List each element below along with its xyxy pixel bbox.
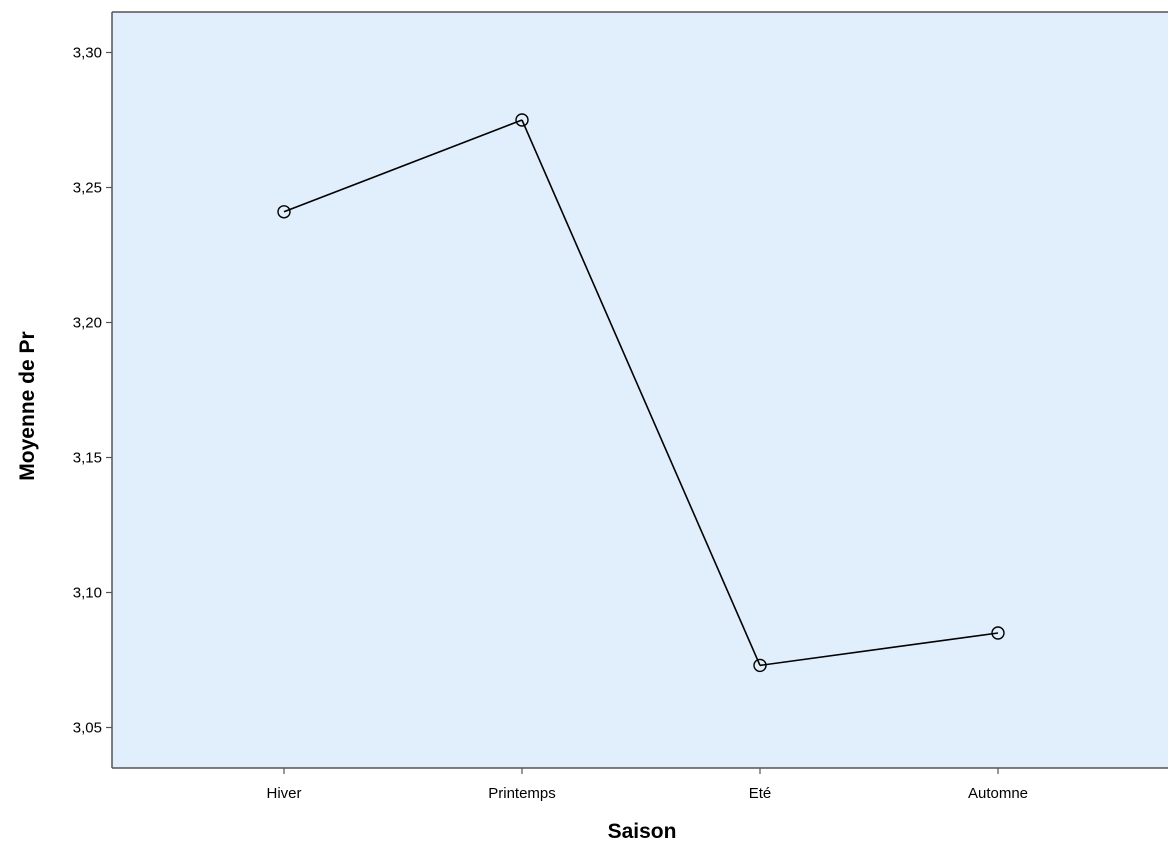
y-tick-label: 3,25 <box>73 180 102 197</box>
data-point <box>753 658 767 673</box>
y-tick-label: 3,30 <box>73 45 102 62</box>
x-tick-label: Printemps <box>488 785 556 802</box>
series-line-segment <box>759 632 999 667</box>
x-axis-ticks: Hiver Printemps Eté Automne <box>266 768 1028 802</box>
series-line-segment <box>521 119 761 666</box>
y-tick-label: 3,15 <box>73 450 102 467</box>
y-tick-label: 3,10 <box>73 585 102 602</box>
series-line-segment <box>283 119 523 213</box>
series-lines <box>283 119 999 667</box>
x-tick-label: Automne <box>968 785 1028 802</box>
y-axis-title: Moyenne de Pr <box>16 331 39 480</box>
data-point <box>277 205 291 219</box>
data-point <box>991 626 1005 640</box>
y-axis-ticks: 3,05 3,10 3,15 3,20 3,25 3,30 <box>73 45 112 737</box>
x-axis-title: Saison <box>608 820 677 843</box>
y-tick-label: 3,05 <box>73 720 102 737</box>
x-tick-label: Eté <box>749 785 772 802</box>
data-point <box>515 113 529 127</box>
x-tick-label: Hiver <box>266 785 301 802</box>
y-tick-label: 3,20 <box>73 315 102 332</box>
series-points <box>277 113 1005 673</box>
